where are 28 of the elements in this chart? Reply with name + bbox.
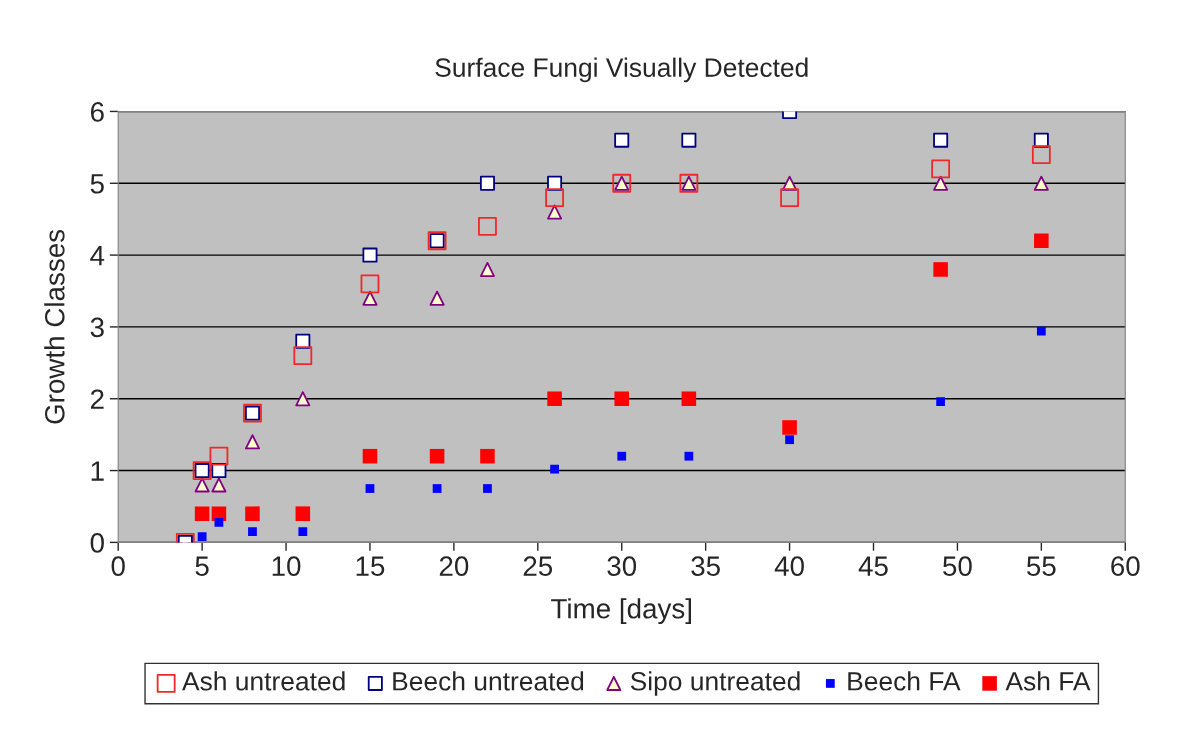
y-tick-label: 3 [90, 317, 104, 338]
x-tick-label: 10 [272, 556, 301, 576]
y-axis-title: Growth Classes [44, 229, 65, 424]
x-tick-label: 5 [195, 556, 209, 576]
y-tick-label: 4 [90, 246, 105, 266]
y-tick-label: 0 [90, 533, 104, 553]
x-tick-label: 55 [1027, 556, 1056, 576]
legend-label: Beech FA [848, 671, 961, 691]
legend-label: Ash FA [1005, 671, 1091, 691]
x-axis-title: Time [days] [551, 598, 692, 625]
y-tick-label: 2 [90, 389, 104, 409]
x-tick-label: 35 [691, 556, 720, 576]
y-tick-label: 1 [91, 461, 104, 481]
x-tick-label: 15 [356, 556, 385, 576]
x-tick-label: 60 [1111, 556, 1140, 576]
y-tick-label: 5 [90, 174, 104, 194]
x-tick-label: 50 [943, 556, 972, 576]
x-tick-label: 40 [774, 556, 804, 576]
y-tick-label: 6 [90, 102, 104, 122]
x-tick-label: 0 [111, 556, 125, 576]
x-tick-label: 30 [607, 556, 637, 576]
chart-title: Surface Fungi Visually Detected [435, 57, 808, 83]
legend-label: Beech untreated [393, 671, 584, 691]
x-tick-label: 25 [523, 556, 553, 576]
x-tick-label: 20 [439, 556, 469, 576]
x-tick-label: 45 [858, 556, 888, 576]
legend-label: Sipo untreated [630, 671, 800, 696]
legend-label: Ash untreated [182, 671, 345, 691]
